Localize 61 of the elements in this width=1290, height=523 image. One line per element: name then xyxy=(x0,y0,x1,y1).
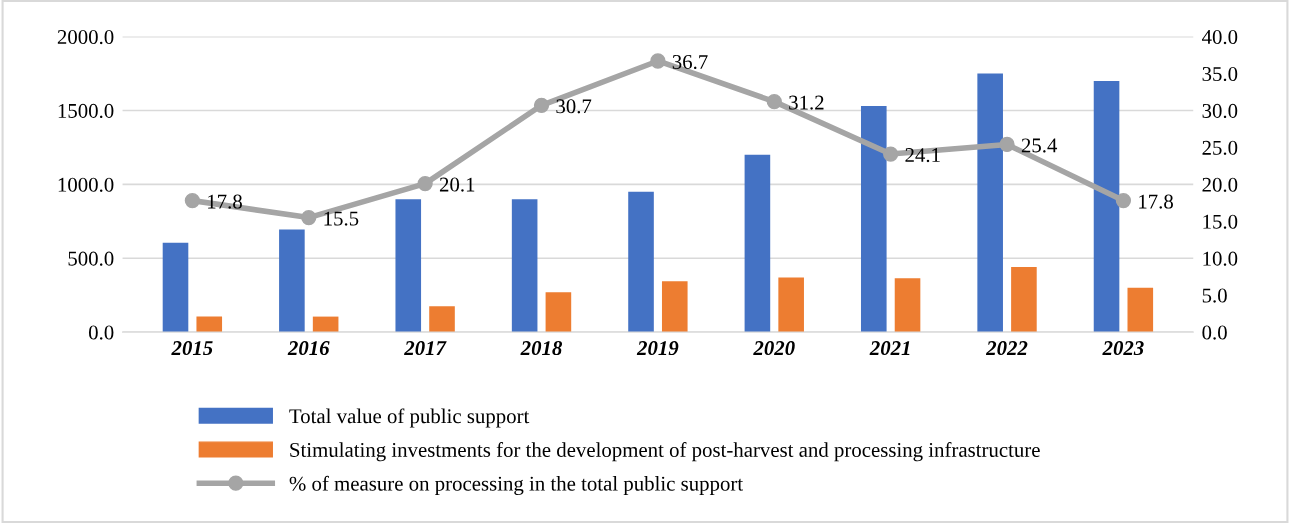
bar xyxy=(1011,267,1037,333)
bar xyxy=(894,278,921,333)
x-tick-label: 2015 xyxy=(171,341,213,356)
bar xyxy=(977,73,1003,333)
data-label: 17.8 xyxy=(208,194,242,209)
point xyxy=(883,146,899,162)
data-label: 31.2 xyxy=(789,95,824,110)
point xyxy=(1115,192,1132,209)
y2-tick-label: 25.0 xyxy=(1202,140,1238,155)
bar xyxy=(1093,80,1120,333)
bar xyxy=(545,292,572,333)
data-label: 25.4 xyxy=(1021,138,1058,153)
y2-tick-label: 10.0 xyxy=(1203,251,1238,266)
bar xyxy=(1127,287,1154,333)
bar xyxy=(860,106,887,333)
data-label: 20.1 xyxy=(439,177,475,192)
y2-tick-label: 0.0 xyxy=(1202,325,1227,340)
y2-tick-label: 20.0 xyxy=(1202,177,1238,192)
x-tick-label: 2018 xyxy=(520,341,563,356)
y-tick-label: 0.0 xyxy=(88,325,114,340)
x-tick-label: 2019 xyxy=(636,341,679,356)
data-label: 17.8 xyxy=(1139,194,1173,209)
y2-tick-label: 5.0 xyxy=(1202,288,1227,303)
bar xyxy=(628,191,654,333)
point xyxy=(184,192,201,209)
bar xyxy=(661,281,688,333)
legend-label: Stimulating investments for the development of post-harvest and processing infrastructure xyxy=(290,442,1040,462)
y-tick-label: 1500.0 xyxy=(58,103,114,119)
point xyxy=(417,175,433,192)
bar xyxy=(429,306,455,333)
bar xyxy=(395,199,422,333)
y2-tick-label: 40.0 xyxy=(1201,29,1238,45)
x-tick-label: 2021 xyxy=(869,341,910,356)
y-tick-label: 2000.0 xyxy=(57,29,114,45)
data-label: 30.7 xyxy=(556,99,592,114)
data-label: 36.7 xyxy=(672,54,708,70)
point xyxy=(301,209,317,226)
y2-tick-label: 15.0 xyxy=(1203,214,1238,229)
data-label: 15.5 xyxy=(324,211,359,226)
bar xyxy=(511,199,538,333)
y-tick-label: 1000.0 xyxy=(58,177,114,192)
x-tick-label: 2022 xyxy=(985,341,1028,356)
y2-tick-label: 35.0 xyxy=(1202,66,1238,82)
point xyxy=(533,97,550,113)
bar xyxy=(162,242,189,333)
bar xyxy=(196,316,223,333)
bar xyxy=(744,154,771,333)
y2-tick-label: 30.0 xyxy=(1202,103,1238,119)
data-label: 24.1 xyxy=(905,148,940,163)
y-tick-label: 500.0 xyxy=(68,251,114,266)
point xyxy=(766,93,782,110)
point xyxy=(999,136,1015,153)
legend-label: Total value of public support xyxy=(289,408,530,428)
bar xyxy=(279,229,305,333)
x-tick-label: 2016 xyxy=(287,341,330,356)
bar xyxy=(778,277,804,333)
legend-label: % of measure on processing in the total public support xyxy=(289,475,743,495)
x-tick-label: 2020 xyxy=(753,341,795,356)
point xyxy=(650,53,666,69)
x-tick-label: 2023 xyxy=(1102,341,1144,356)
x-tick-label: 2017 xyxy=(404,341,447,356)
